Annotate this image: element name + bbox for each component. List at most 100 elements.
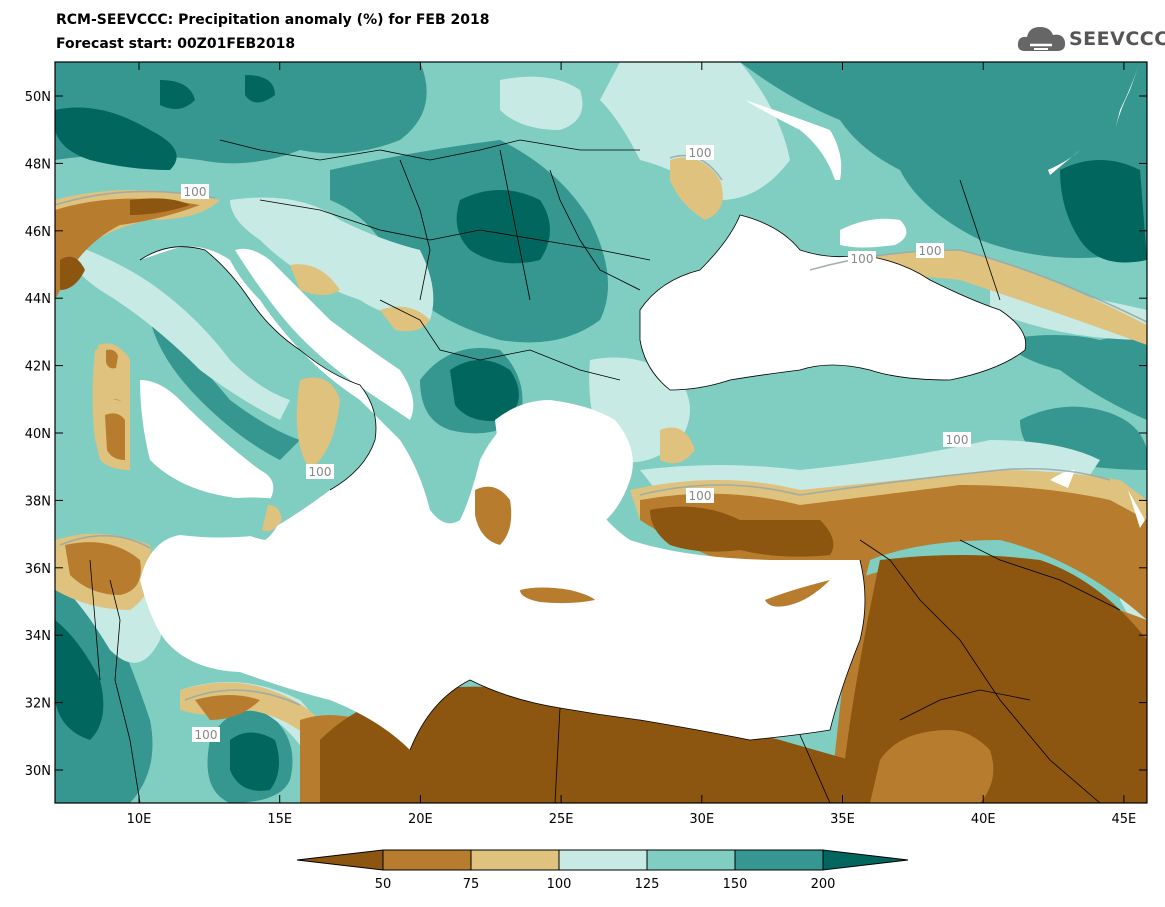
country-borders: [89, 139, 1121, 803]
lon-tick-label: 10E: [127, 812, 152, 827]
crete-island: [520, 587, 595, 604]
border-line: [259, 199, 651, 261]
logo-text: SEEVCCC: [1069, 28, 1165, 50]
anomaly-region: [160, 80, 195, 109]
no-data-area: [1050, 470, 1075, 488]
anomaly-region: [130, 198, 190, 215]
contour-line: [59, 534, 151, 549]
contour-line: [184, 689, 301, 706]
map-title: RCM-SEEVCCC: Precipitation anomaly (%) f…: [56, 12, 490, 28]
contour-label-bg: [686, 145, 714, 160]
aegean-sea: [495, 400, 633, 545]
anomaly-region: [740, 62, 1147, 258]
anomaly-region: [600, 62, 790, 200]
coastline: [139, 246, 377, 491]
colorbar-min-arrow: [296, 849, 384, 871]
colorbar-tick-label: 200: [811, 877, 836, 892]
colorbar-segment: [470, 849, 560, 871]
anomaly-region: [456, 190, 550, 264]
anomaly-region: [1000, 330, 1147, 420]
colorbar-segment: [558, 849, 648, 871]
anomaly-region: [660, 427, 695, 464]
lon-tick-label: 35E: [830, 812, 855, 827]
anomaly-region: [55, 560, 153, 803]
anomaly-region: [670, 157, 723, 220]
lat-tick-label: 36N: [25, 562, 51, 577]
contour-label-bg: [943, 432, 971, 447]
anomaly-field: [55, 62, 1147, 803]
seevccc-logo: SEEVCCC: [1017, 21, 1165, 57]
contour-labels: 100 100 100 100 100 100 100 100: [181, 145, 971, 742]
border-line: [379, 299, 621, 381]
colorbar: 50 75 100 125 150 200: [296, 849, 909, 892]
sardinia-core: [105, 413, 125, 460]
colorbar-tick-label: 125: [635, 877, 660, 892]
border-line: [554, 707, 561, 803]
contour-label-bg: [192, 727, 220, 742]
lon-tick-label: 20E: [408, 812, 433, 827]
lat-tick-label: 44N: [25, 292, 51, 307]
colorbar-segment: [734, 849, 824, 871]
contour-label: 100: [195, 728, 218, 742]
border-line: [859, 539, 1101, 803]
lat-tick-label: 40N: [25, 427, 51, 442]
no-data-area: [1128, 490, 1145, 528]
lat-tick-label: 50N: [25, 90, 51, 105]
lon-tick-label: 45E: [1112, 812, 1137, 827]
lat-tick-label: 48N: [25, 157, 51, 172]
border-line: [399, 159, 431, 301]
anomaly-region: [55, 198, 200, 300]
anomaly-region: [290, 264, 340, 295]
no-data-area: [745, 100, 842, 180]
corsica-core: [106, 349, 118, 369]
anomaly-region: [55, 107, 177, 170]
lon-tick-label: 25E: [549, 812, 574, 827]
colorbar-segment: [646, 849, 736, 871]
anomaly-region: [55, 620, 104, 740]
contour-label: 100: [946, 433, 969, 447]
anomaly-region: [380, 306, 430, 332]
anomaly-region: [650, 506, 834, 557]
colorbar-segment: [382, 849, 472, 871]
anomaly-region: [60, 256, 85, 290]
anomaly-region: [320, 686, 850, 803]
anomaly-region: [640, 485, 1147, 620]
no-data-area: [1048, 150, 1080, 175]
contour-label: 100: [184, 185, 207, 199]
black-sea: [640, 215, 1026, 390]
border-line: [219, 139, 640, 161]
cyprus-island: [765, 580, 830, 607]
contour-line: [639, 467, 1111, 496]
contour-label-bg: [306, 464, 334, 479]
border-line: [109, 579, 141, 803]
lat-tick-label: 30N: [25, 764, 51, 779]
border-line: [499, 149, 531, 301]
coastline: [409, 559, 866, 751]
anomaly-region: [296, 377, 340, 470]
coastline: [639, 214, 1027, 391]
contour-label-bg: [686, 488, 714, 503]
anomaly-region: [60, 240, 290, 420]
contour-label: 100: [851, 252, 874, 266]
colorbar-tick-label: 100: [547, 877, 572, 892]
anomaly-region: [450, 360, 519, 421]
anomaly-region: [500, 76, 583, 130]
lon-tick-label: 30E: [689, 812, 714, 827]
contour-label: 100: [919, 244, 942, 258]
colorbar-max-arrow: [822, 849, 909, 871]
contour-label: 100: [689, 489, 712, 503]
contour-label: 100: [689, 146, 712, 160]
anomaly-region: [840, 555, 1147, 803]
contour-label: 100: [309, 465, 332, 479]
lat-tick-label: 42N: [25, 360, 51, 375]
lat-tick-label: 34N: [25, 629, 51, 644]
border-line: [89, 559, 101, 681]
sicily-core: [262, 505, 282, 532]
lon-tick-label: 15E: [267, 812, 292, 827]
cloud-icon: [1017, 27, 1066, 51]
peloponnese: [475, 486, 512, 545]
colorbar-tick-label: 50: [375, 877, 392, 892]
colorbar-tick-label: 75: [463, 877, 480, 892]
anomaly-region: [195, 695, 260, 720]
